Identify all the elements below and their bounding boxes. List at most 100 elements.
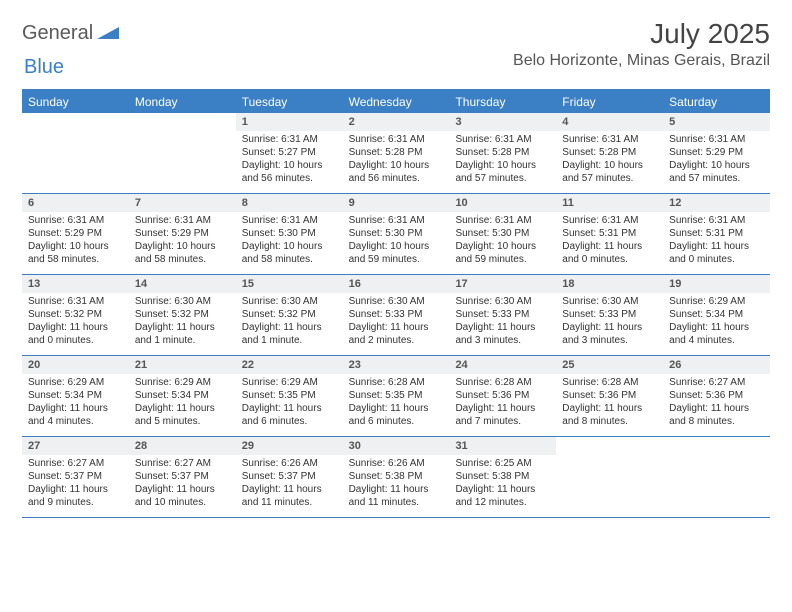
sunset-text: Sunset: 5:29 PM — [28, 227, 123, 240]
daylight-text: Daylight: 10 hours and 56 minutes. — [349, 159, 444, 185]
sunset-text: Sunset: 5:30 PM — [242, 227, 337, 240]
sunset-text: Sunset: 5:28 PM — [562, 146, 657, 159]
sunset-text: Sunset: 5:32 PM — [135, 308, 230, 321]
sunrise-text: Sunrise: 6:31 AM — [242, 214, 337, 227]
day-cell: 11Sunrise: 6:31 AMSunset: 5:31 PMDayligh… — [556, 194, 663, 274]
sunset-text: Sunset: 5:28 PM — [349, 146, 444, 159]
dow-wednesday: Wednesday — [343, 91, 450, 113]
day-cell: 14Sunrise: 6:30 AMSunset: 5:32 PMDayligh… — [129, 275, 236, 355]
week-row: 1Sunrise: 6:31 AMSunset: 5:27 PMDaylight… — [22, 113, 770, 194]
sunrise-text: Sunrise: 6:31 AM — [28, 214, 123, 227]
sunrise-text: Sunrise: 6:28 AM — [349, 376, 444, 389]
dow-saturday: Saturday — [663, 91, 770, 113]
day-body: Sunrise: 6:26 AMSunset: 5:38 PMDaylight:… — [343, 455, 450, 513]
day-cell: 15Sunrise: 6:30 AMSunset: 5:32 PMDayligh… — [236, 275, 343, 355]
sunrise-text: Sunrise: 6:30 AM — [135, 295, 230, 308]
day-cell: 29Sunrise: 6:26 AMSunset: 5:37 PMDayligh… — [236, 437, 343, 517]
day-number: 21 — [129, 356, 236, 374]
daylight-text: Daylight: 10 hours and 56 minutes. — [242, 159, 337, 185]
sunrise-text: Sunrise: 6:31 AM — [349, 133, 444, 146]
daylight-text: Daylight: 11 hours and 0 minutes. — [562, 240, 657, 266]
sunrise-text: Sunrise: 6:28 AM — [562, 376, 657, 389]
day-body: Sunrise: 6:30 AMSunset: 5:32 PMDaylight:… — [236, 293, 343, 351]
day-number: 30 — [343, 437, 450, 455]
day-cell: 27Sunrise: 6:27 AMSunset: 5:37 PMDayligh… — [22, 437, 129, 517]
day-body: Sunrise: 6:31 AMSunset: 5:30 PMDaylight:… — [343, 212, 450, 270]
title-block: July 2025 Belo Horizonte, Minas Gerais, … — [513, 18, 770, 70]
day-body: Sunrise: 6:31 AMSunset: 5:28 PMDaylight:… — [343, 131, 450, 189]
sunset-text: Sunset: 5:36 PM — [562, 389, 657, 402]
day-body: Sunrise: 6:28 AMSunset: 5:35 PMDaylight:… — [343, 374, 450, 432]
day-number: 4 — [556, 113, 663, 131]
day-number: 28 — [129, 437, 236, 455]
daylight-text: Daylight: 10 hours and 58 minutes. — [242, 240, 337, 266]
brand-logo: General — [22, 22, 121, 45]
sunrise-text: Sunrise: 6:31 AM — [455, 214, 550, 227]
daylight-text: Daylight: 11 hours and 9 minutes. — [28, 483, 123, 509]
week-row: 13Sunrise: 6:31 AMSunset: 5:32 PMDayligh… — [22, 275, 770, 356]
day-cell: 24Sunrise: 6:28 AMSunset: 5:36 PMDayligh… — [449, 356, 556, 436]
dow-sunday: Sunday — [22, 91, 129, 113]
day-number: 10 — [449, 194, 556, 212]
daylight-text: Daylight: 11 hours and 7 minutes. — [455, 402, 550, 428]
day-cell — [129, 113, 236, 193]
day-cell: 4Sunrise: 6:31 AMSunset: 5:28 PMDaylight… — [556, 113, 663, 193]
sunset-text: Sunset: 5:34 PM — [28, 389, 123, 402]
day-cell: 6Sunrise: 6:31 AMSunset: 5:29 PMDaylight… — [22, 194, 129, 274]
sunset-text: Sunset: 5:29 PM — [135, 227, 230, 240]
sunrise-text: Sunrise: 6:26 AM — [349, 457, 444, 470]
sunset-text: Sunset: 5:32 PM — [28, 308, 123, 321]
dow-thursday: Thursday — [449, 91, 556, 113]
day-body: Sunrise: 6:27 AMSunset: 5:37 PMDaylight:… — [22, 455, 129, 513]
day-body: Sunrise: 6:29 AMSunset: 5:34 PMDaylight:… — [22, 374, 129, 432]
dow-tuesday: Tuesday — [236, 91, 343, 113]
sunset-text: Sunset: 5:27 PM — [242, 146, 337, 159]
day-cell: 5Sunrise: 6:31 AMSunset: 5:29 PMDaylight… — [663, 113, 770, 193]
daylight-text: Daylight: 11 hours and 5 minutes. — [135, 402, 230, 428]
day-body: Sunrise: 6:29 AMSunset: 5:35 PMDaylight:… — [236, 374, 343, 432]
calendar: Sunday Monday Tuesday Wednesday Thursday… — [22, 89, 770, 518]
day-cell: 28Sunrise: 6:27 AMSunset: 5:37 PMDayligh… — [129, 437, 236, 517]
sunrise-text: Sunrise: 6:31 AM — [349, 214, 444, 227]
day-number: 6 — [22, 194, 129, 212]
sunset-text: Sunset: 5:29 PM — [669, 146, 764, 159]
day-cell: 2Sunrise: 6:31 AMSunset: 5:28 PMDaylight… — [343, 113, 450, 193]
day-number: 9 — [343, 194, 450, 212]
day-cell: 13Sunrise: 6:31 AMSunset: 5:32 PMDayligh… — [22, 275, 129, 355]
day-body: Sunrise: 6:29 AMSunset: 5:34 PMDaylight:… — [663, 293, 770, 351]
day-body: Sunrise: 6:25 AMSunset: 5:38 PMDaylight:… — [449, 455, 556, 513]
day-number: 23 — [343, 356, 450, 374]
sunset-text: Sunset: 5:33 PM — [349, 308, 444, 321]
day-number: 14 — [129, 275, 236, 293]
day-number: 1 — [236, 113, 343, 131]
day-cell: 25Sunrise: 6:28 AMSunset: 5:36 PMDayligh… — [556, 356, 663, 436]
daylight-text: Daylight: 11 hours and 2 minutes. — [349, 321, 444, 347]
day-body: Sunrise: 6:30 AMSunset: 5:33 PMDaylight:… — [556, 293, 663, 351]
day-body: Sunrise: 6:30 AMSunset: 5:32 PMDaylight:… — [129, 293, 236, 351]
day-number: 2 — [343, 113, 450, 131]
daylight-text: Daylight: 11 hours and 11 minutes. — [242, 483, 337, 509]
day-cell: 16Sunrise: 6:30 AMSunset: 5:33 PMDayligh… — [343, 275, 450, 355]
sunrise-text: Sunrise: 6:27 AM — [135, 457, 230, 470]
daylight-text: Daylight: 11 hours and 8 minutes. — [669, 402, 764, 428]
day-number: 29 — [236, 437, 343, 455]
day-cell: 31Sunrise: 6:25 AMSunset: 5:38 PMDayligh… — [449, 437, 556, 517]
day-number: 17 — [449, 275, 556, 293]
day-body: Sunrise: 6:31 AMSunset: 5:30 PMDaylight:… — [449, 212, 556, 270]
sunset-text: Sunset: 5:34 PM — [135, 389, 230, 402]
daylight-text: Daylight: 11 hours and 6 minutes. — [242, 402, 337, 428]
triangle-icon — [97, 23, 119, 44]
day-body: Sunrise: 6:31 AMSunset: 5:27 PMDaylight:… — [236, 131, 343, 189]
day-cell: 1Sunrise: 6:31 AMSunset: 5:27 PMDaylight… — [236, 113, 343, 193]
day-number: 22 — [236, 356, 343, 374]
day-cell: 18Sunrise: 6:30 AMSunset: 5:33 PMDayligh… — [556, 275, 663, 355]
day-cell: 22Sunrise: 6:29 AMSunset: 5:35 PMDayligh… — [236, 356, 343, 436]
sunset-text: Sunset: 5:33 PM — [562, 308, 657, 321]
sunrise-text: Sunrise: 6:31 AM — [135, 214, 230, 227]
sunset-text: Sunset: 5:36 PM — [669, 389, 764, 402]
sunset-text: Sunset: 5:31 PM — [562, 227, 657, 240]
day-body: Sunrise: 6:28 AMSunset: 5:36 PMDaylight:… — [449, 374, 556, 432]
daylight-text: Daylight: 11 hours and 1 minute. — [135, 321, 230, 347]
day-number: 7 — [129, 194, 236, 212]
sunset-text: Sunset: 5:30 PM — [349, 227, 444, 240]
